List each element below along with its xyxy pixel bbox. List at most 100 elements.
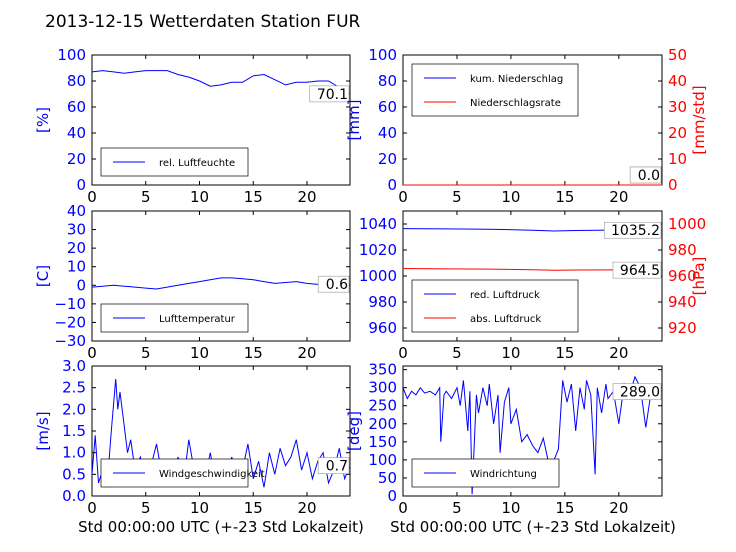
y-tick-label: 60	[67, 98, 86, 116]
panel-1: 0 5 10 15 20 0 20 40 60 80 100 [%] rel. Luftfeuchte 7…	[34, 46, 351, 206]
plot-frame	[91, 54, 351, 186]
y-tick-label: 0	[387, 487, 397, 505]
y-tick-label: 150	[368, 433, 397, 451]
y-tick-label: −10	[54, 295, 86, 313]
y-tick-label: 0.5	[62, 465, 86, 483]
y-tick-label: 1040	[359, 215, 397, 233]
x-tick-label: 15	[244, 499, 263, 517]
x-tick-label: 0	[398, 499, 408, 517]
y-tick-label: 20	[378, 150, 397, 168]
x-tick-label: 20	[609, 188, 628, 206]
legend-frame	[411, 63, 579, 117]
x-tick-label: 0	[87, 344, 97, 362]
y-tick-label: 40	[67, 124, 86, 142]
legend-entry: abs. Luftdruck	[470, 314, 541, 325]
x-tick-label: 15	[555, 188, 574, 206]
x-axis-label-right: Std 00:00:00 UTC (+-23 Std Lokalzeit)	[390, 518, 676, 536]
y-tick-label: 20	[67, 150, 86, 168]
y-tick-label: 3.0	[62, 357, 86, 375]
legend: rel. Luftfeuchte	[100, 147, 249, 177]
y-tick-label: 100	[368, 46, 397, 64]
x-axis-label-left: Std 00:00:00 UTC (+-23 Std Lokalzeit)	[78, 518, 364, 536]
value-annotation: 0.6	[326, 277, 348, 293]
y-tick-label: 0	[76, 176, 86, 194]
legend-entry: Niederschlagsrate	[470, 98, 561, 109]
y-tick-label: 300	[368, 379, 397, 397]
x-tick-label: 5	[141, 499, 151, 517]
x-tick-label: 10	[190, 344, 209, 362]
plot-frame	[91, 210, 351, 342]
y-axis-label: [m/s]	[34, 411, 52, 450]
y-tick-label: 80	[378, 72, 397, 90]
y2-tick-label: 20	[668, 124, 687, 142]
y-tick-label: 2.0	[62, 400, 86, 418]
y-tick-label: 200	[368, 415, 397, 433]
legend-frame	[100, 303, 249, 333]
y-tick-label: 40	[378, 124, 397, 142]
x-tick-label: 0	[87, 188, 97, 206]
y-tick-label: 960	[368, 319, 397, 337]
legend: Lufttemperatur	[100, 303, 249, 333]
value-annotation-box	[612, 383, 662, 400]
y2-tick-label: 10	[668, 150, 687, 168]
value-annotation-box	[309, 85, 350, 103]
legend-entry: Windgeschwindigkeit	[159, 469, 265, 480]
x-tick-label: 10	[190, 188, 209, 206]
x-tick-label: 15	[244, 188, 263, 206]
panel-6: 0 5 10 15 20050100150200250300350[deg]Windri…	[345, 361, 663, 517]
y2-tick-label: 1000	[668, 215, 706, 233]
x-tick-label: 5	[141, 344, 151, 362]
y2-axis-label: [mm/std]	[690, 85, 708, 154]
x-tick-label: 20	[609, 499, 628, 517]
y-tick-label: 100	[368, 451, 397, 469]
value-annotation: 70.1	[317, 87, 348, 103]
series-line	[402, 268, 663, 271]
legend: kum. Niederschlag Niederschlagsrate	[411, 63, 579, 117]
panel-4: 0 5 10 15 20 960 980 1000 1020 1040 920 940 960 980 10…	[359, 210, 708, 362]
x-tick-label: 20	[297, 499, 316, 517]
x-tick-label: 15	[555, 344, 574, 362]
x-tick-label: 10	[501, 499, 520, 517]
legend-frame	[411, 279, 579, 333]
panel-3: 0 5 10 15 20−30−20−10010203040[C]Lufttempera…	[34, 202, 351, 362]
value-annotation-2: 0.0	[638, 168, 660, 184]
y-axis-label: [deg]	[345, 411, 363, 451]
y-tick-label: 1020	[359, 241, 397, 259]
x-tick-label: 5	[141, 188, 151, 206]
value-annotation-box	[317, 457, 350, 474]
value-annotation-box	[604, 221, 662, 239]
legend: Windgeschwindigkeit	[100, 458, 265, 488]
y2-tick-label: 40	[668, 72, 687, 90]
y-axis-label: [C]	[34, 265, 52, 287]
value-annotation-2: 964.5	[620, 263, 660, 279]
x-tick-label: 0	[398, 344, 408, 362]
value-annotation: 0.7	[326, 459, 348, 475]
y-tick-label: −20	[54, 313, 86, 331]
y-tick-label: 250	[368, 397, 397, 415]
series-line	[91, 277, 351, 290]
x-tick-label: 0	[87, 499, 97, 517]
x-tick-label: 10	[501, 344, 520, 362]
series-line	[91, 378, 351, 488]
y2-tick-label: 30	[668, 98, 687, 116]
y-tick-label: 80	[67, 72, 86, 90]
y2-tick-label: 960	[668, 267, 697, 285]
series-line	[402, 375, 663, 495]
y2-axis-label: [hPa]	[690, 257, 708, 296]
legend: red. Luftdruck abs. Luftdruck	[411, 279, 579, 333]
y-axis-label: [mm]	[345, 100, 363, 141]
y-axis-label: [%]	[34, 107, 52, 133]
x-tick-label: 20	[297, 188, 316, 206]
x-tick-label: 5	[452, 344, 462, 362]
y2-tick-label: 50	[668, 46, 687, 64]
y-tick-label: 350	[368, 361, 397, 379]
x-tick-label: 10	[501, 188, 520, 206]
y2-tick-label: 920	[668, 319, 697, 337]
value-annotation-2-box	[612, 261, 662, 279]
y-tick-label: 980	[368, 293, 397, 311]
value-annotation: 289.0	[620, 385, 660, 401]
legend-entry: rel. Luftfeuchte	[159, 158, 235, 169]
x-tick-label: 5	[452, 499, 462, 517]
